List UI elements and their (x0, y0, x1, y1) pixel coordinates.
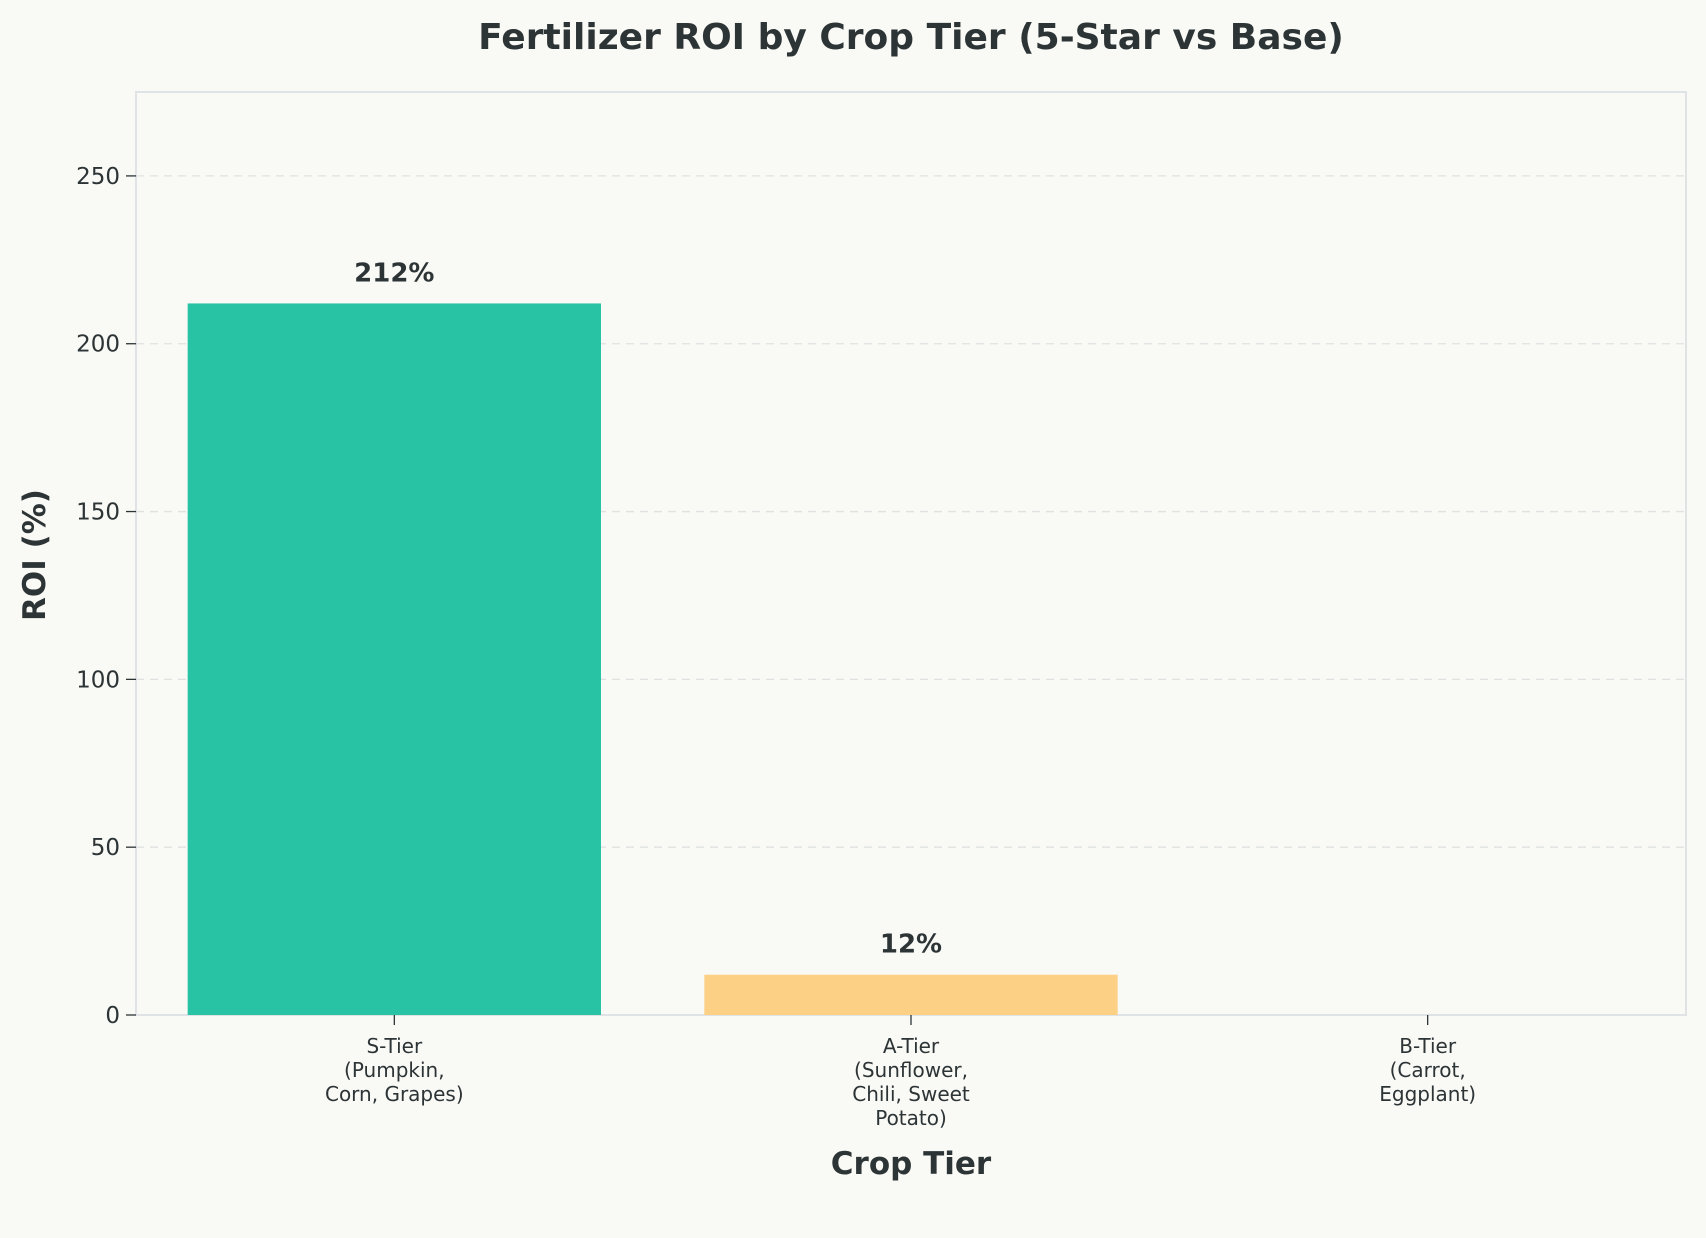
x-tick-label: Chili, Sweet (852, 1082, 970, 1106)
y-tick-label: 250 (76, 164, 120, 190)
y-axis: 0 50 100 150 200 250 (76, 164, 136, 1029)
chart-title: Fertilizer ROI by Crop Tier (5-Star vs B… (478, 17, 1344, 58)
bars (187, 303, 1118, 1015)
x-axis-title: Crop Tier (831, 1146, 992, 1182)
data-label: 12% (880, 930, 942, 960)
x-tick-label: Eggplant) (1379, 1082, 1476, 1106)
y-tick-label: 200 (76, 332, 120, 358)
x-tick-label: (Pumpkin, (344, 1058, 445, 1082)
x-tick-label: B-Tier (1399, 1034, 1457, 1058)
x-tick-label: S-Tier (366, 1034, 423, 1058)
x-tick-label: Potato) (875, 1106, 947, 1130)
data-label: 212% (354, 258, 434, 288)
value-labels: 212%12%-66% (354, 258, 942, 960)
bar (704, 974, 1118, 1015)
bar (187, 303, 601, 1015)
y-tick-label: 150 (76, 500, 120, 526)
y-tick-label: 0 (105, 1003, 120, 1029)
y-tick-label: 100 (76, 667, 120, 693)
y-axis-title: ROI (%) (17, 489, 53, 621)
y-tick-label: 50 (91, 835, 120, 861)
x-tick-label: (Carrot, (1390, 1058, 1466, 1082)
x-tick-label: A-Tier (883, 1034, 940, 1058)
x-axis: S-Tier(Pumpkin,Corn, Grapes) A-Tier(Sunfl… (325, 1015, 1476, 1130)
x-tick-label: Corn, Grapes) (325, 1082, 464, 1106)
x-tick-label: (Sunflower, (854, 1058, 968, 1082)
